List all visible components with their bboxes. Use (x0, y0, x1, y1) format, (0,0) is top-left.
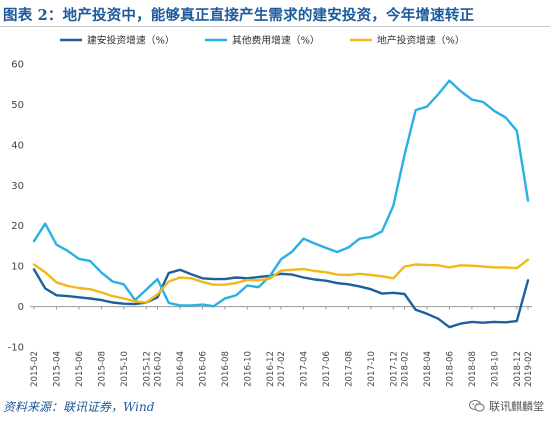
x-tick-label: 2018-12 (513, 351, 523, 387)
x-tick-label: 2018-08 (468, 351, 478, 387)
y-tick-label: 30 (11, 181, 24, 192)
x-tick-label: 2017-06 (322, 351, 332, 387)
chart-axes: -10 0 10 20 30 40 50 60 2015-02 2015-04 2015-06 201… (8, 60, 534, 387)
y-tick-label: -10 (8, 343, 24, 354)
chart-legend: 建安投资增速（%） 其他费用增速（%） 地产投资增速（%） (60, 34, 465, 47)
y-tick-label: 10 (11, 262, 24, 273)
x-tick-label: 2019-02 (524, 351, 534, 387)
chart-series (32, 79, 530, 329)
x-tick-label: 2015-02 (30, 351, 40, 387)
y-tick-label: 20 (11, 221, 24, 232)
series-line (32, 258, 530, 304)
series-line (32, 268, 530, 329)
x-tick-label: 2015-08 (97, 351, 107, 387)
x-tick-label: 2017-02 (277, 351, 287, 387)
x-tick-label: 2018-10 (490, 351, 500, 387)
series-line (32, 79, 530, 308)
legend-label: 其他费用增速（%） (232, 34, 320, 47)
wechat-icon (469, 399, 485, 412)
x-tick-label: 2016-06 (198, 351, 208, 387)
x-tick-label: 2017-10 (367, 351, 377, 387)
x-tick-label: 2016-12 (266, 351, 276, 387)
legend-label: 建安投资增速（%） (87, 34, 175, 47)
y-tick-label: 60 (11, 60, 24, 71)
x-tick-label: 2018-04 (423, 351, 433, 387)
x-tick-label: 2018-06 (445, 351, 455, 387)
x-tick-label: 2017-12 (389, 351, 399, 387)
x-tick-label: 2016-04 (176, 351, 186, 387)
line-chart: 建安投资增速（%） 其他费用增速（%） 地产投资增速（%） -10 0 10 20 30 40… (8, 34, 534, 387)
y-tick-label: 50 (11, 100, 24, 111)
x-tick-label: 2015-06 (75, 351, 85, 387)
x-tick-label: 2015-04 (52, 351, 62, 387)
x-tick-label: 2018-02 (401, 351, 411, 387)
x-tick-label: 2016-02 (154, 351, 164, 387)
watermark-text: 联讯麒麟堂 (489, 400, 544, 413)
source-note: 资料来源：联讯证券，Wind (3, 400, 155, 414)
x-tick-label: 2017-04 (299, 351, 309, 387)
x-tick-label: 2016-10 (243, 351, 253, 387)
legend-label: 地产投资增速（%） (377, 34, 465, 47)
watermark: 联讯麒麟堂 (469, 398, 544, 414)
y-tick-label: 0 (18, 302, 24, 313)
x-tick-label: 2017-08 (344, 351, 354, 387)
title-divider (0, 26, 550, 27)
y-tick-label: 40 (11, 140, 24, 151)
x-tick-label: 2016-08 (221, 351, 231, 387)
x-tick-label: 2015-10 (120, 351, 130, 387)
chart-title: 图表 2：地产投资中，能够真正直接产生需求的建安投资，今年增速转正 (3, 7, 475, 24)
x-tick-label: 2015-12 (142, 351, 152, 387)
